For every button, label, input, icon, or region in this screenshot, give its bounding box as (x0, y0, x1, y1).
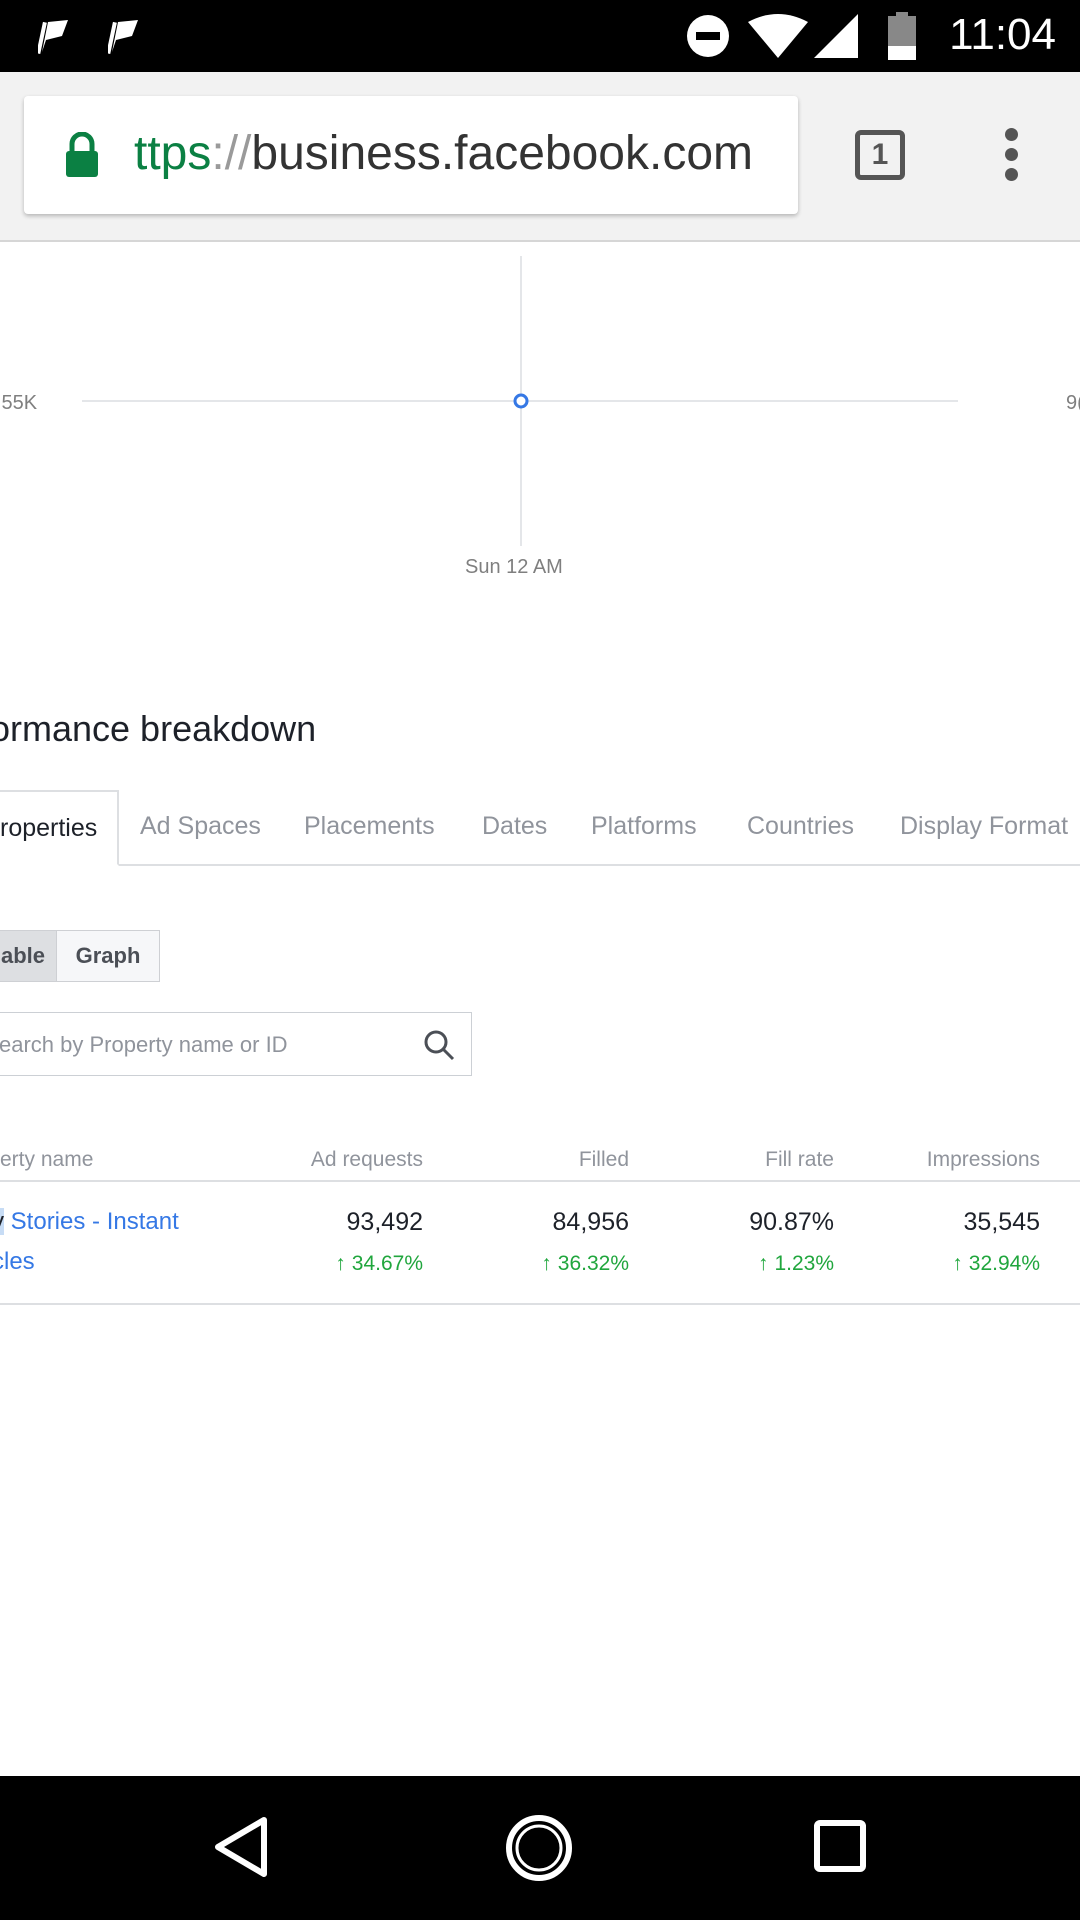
do-not-disturb-icon (687, 15, 729, 57)
tab-properties[interactable]: roperties (0, 790, 119, 866)
tab-ad-spaces[interactable]: Ad Spaces (140, 812, 261, 840)
arrow-up-icon: ↑ (952, 1252, 963, 1275)
fill-rate-change: ↑ 1.23% (757, 1252, 834, 1275)
tab-switcher-button[interactable]: 1 (855, 130, 905, 180)
flag-notification-icon (38, 20, 68, 55)
arrow-up-icon: ↑ (335, 1252, 346, 1275)
column-header-impressions[interactable]: Impressions (926, 1148, 1040, 1171)
overflow-menu-icon[interactable] (996, 128, 1026, 188)
tab-platforms[interactable]: Platforms (591, 812, 697, 840)
x-axis-tick: Sun 12 AM (465, 556, 563, 578)
y-axis-tick-left: .55K (0, 392, 38, 414)
arrow-up-icon: ↑ (757, 1252, 769, 1275)
header-divider (0, 1180, 1080, 1182)
url-scheme: ttps (134, 127, 212, 180)
ad-requests-value: 93,492 (346, 1208, 423, 1236)
property-search (0, 1012, 472, 1077)
property-name-link[interactable]: y Stories - Instant cles (0, 1202, 212, 1282)
column-header-ad-requests[interactable]: Ad requests (310, 1148, 423, 1171)
filled-change: ↑ 36.32% (541, 1252, 629, 1275)
status-time: 11:04 (949, 10, 1056, 59)
url-separator: :// (211, 127, 252, 180)
lock-icon (66, 132, 98, 177)
search-input[interactable] (0, 1013, 401, 1077)
impressions-value: 35,545 (963, 1208, 1040, 1236)
url-text: ttps://business.facebook.com (134, 126, 753, 181)
recents-icon[interactable] (814, 1820, 866, 1872)
address-bar[interactable]: ttps://business.facebook.com (24, 96, 798, 214)
column-header-filled[interactable]: Filled (578, 1148, 629, 1171)
tab-dates[interactable]: Dates (482, 812, 548, 840)
flag-notification-icon (108, 20, 138, 55)
impressions-change: ↑ 32.94% (952, 1252, 1040, 1275)
property-name-part: cles (0, 1248, 35, 1275)
ad-requests-change: ↑ 34.67% (335, 1252, 423, 1275)
breakdown-tabs: roperties Ad Spaces Placements Dates Pla… (0, 790, 1080, 866)
arrow-up-icon: ↑ (541, 1252, 552, 1275)
tab-display-format[interactable]: Display Format (900, 812, 1069, 840)
chart-canvas (82, 256, 958, 546)
column-header-property-name[interactable]: erty name (0, 1148, 94, 1171)
view-toggle: able Graph (0, 930, 160, 982)
battery-icon (888, 12, 916, 60)
section-title: rformance breakdown (0, 708, 317, 749)
wifi-icon (748, 14, 808, 58)
row-divider (0, 1303, 1080, 1305)
browser-toolbar: ttps://business.facebook.com 1 (0, 72, 1080, 242)
cell-signal-icon (814, 14, 858, 58)
table-view-button[interactable]: able (0, 930, 57, 982)
back-icon[interactable] (212, 1816, 270, 1878)
selected-text: y (0, 1208, 4, 1235)
y-axis-tick-right: 9( (1066, 392, 1080, 414)
home-icon[interactable] (505, 1814, 573, 1882)
performance-chart: .55K 9( Sun 12 AM (0, 242, 1080, 622)
fill-rate-value: 90.87% (749, 1208, 834, 1236)
tab-countries[interactable]: Countries (747, 812, 854, 840)
property-name-part: Stories - Instant (4, 1208, 179, 1235)
column-header-fill-rate[interactable]: Fill rate (765, 1148, 834, 1171)
tab-placements[interactable]: Placements (304, 812, 435, 840)
filled-value: 84,956 (552, 1208, 629, 1236)
url-host: business.facebook.com (251, 127, 753, 180)
status-bar: 11:04 (0, 0, 1080, 72)
chart-data-point[interactable] (513, 393, 529, 409)
graph-view-button[interactable]: Graph (56, 930, 160, 982)
navigation-bar (0, 1776, 1080, 1920)
search-icon[interactable] (423, 1029, 455, 1061)
